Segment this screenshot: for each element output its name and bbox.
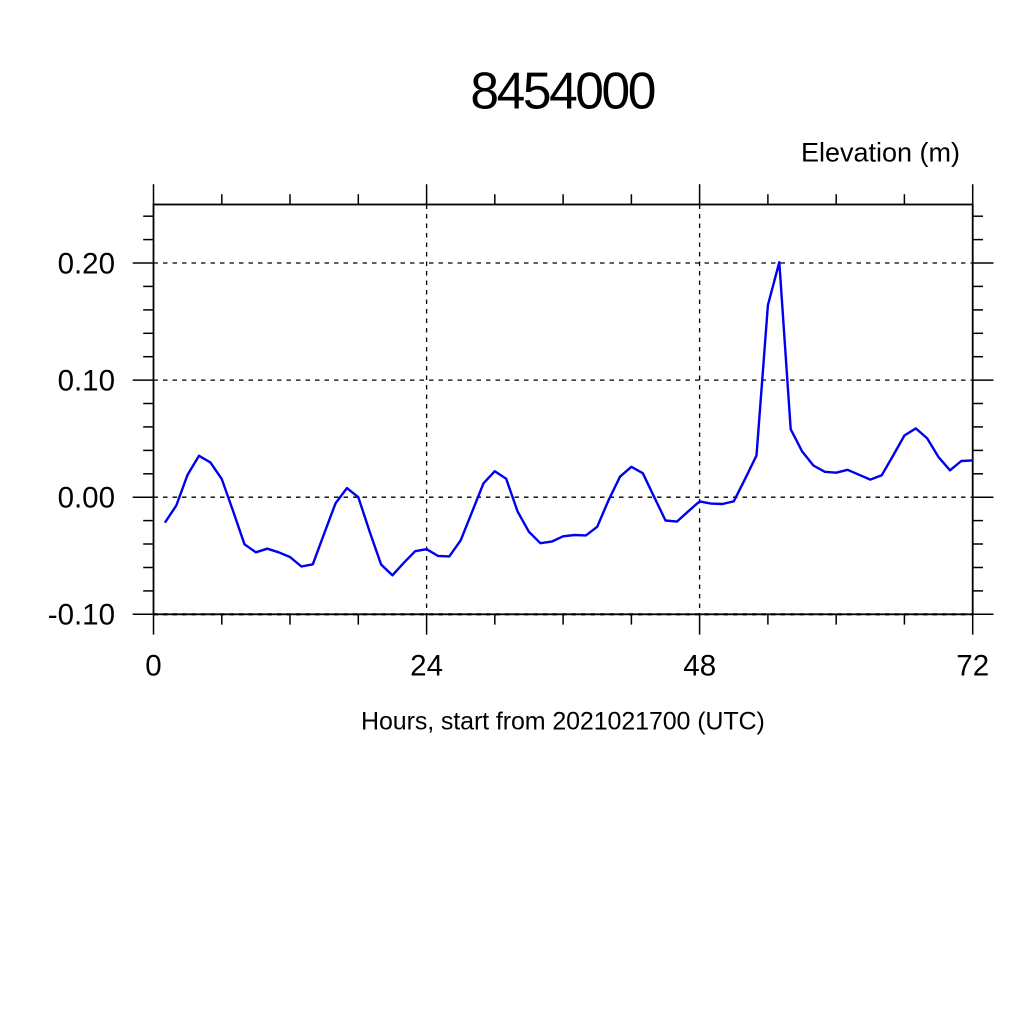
svg-text:48: 48 — [683, 650, 716, 683]
svg-text:0.20: 0.20 — [58, 247, 115, 280]
svg-text:Hours, start from 2021021700 (: Hours, start from 2021021700 (UTC) — [361, 708, 765, 736]
svg-text:Elevation (m): Elevation (m) — [801, 137, 960, 167]
svg-text:-0.10: -0.10 — [48, 599, 115, 632]
svg-text:0.10: 0.10 — [58, 364, 115, 397]
svg-text:0.00: 0.00 — [58, 482, 115, 515]
svg-text:0: 0 — [145, 650, 161, 683]
svg-text:8454000: 8454000 — [470, 62, 654, 120]
svg-text:24: 24 — [410, 650, 443, 683]
svg-text:72: 72 — [956, 650, 989, 683]
